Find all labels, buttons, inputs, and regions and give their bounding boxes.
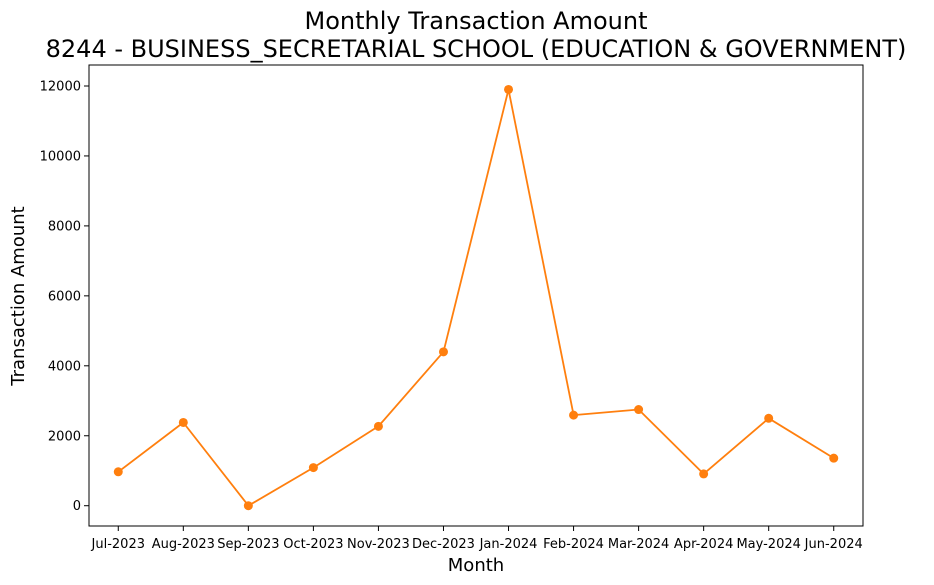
x-tick-label: Sep-2023 [217,537,279,552]
x-tick-label: Jul-2023 [91,537,145,552]
x-tick-label: Aug-2023 [152,537,215,552]
data-point [243,501,253,511]
data-point [764,413,774,423]
x-tick-label: May-2024 [736,537,800,552]
data-point [308,463,318,473]
y-tick-label: 6000 [48,289,81,304]
data-point [829,453,839,463]
data-point [569,410,579,420]
x-tick-label: Jun-2024 [804,537,863,552]
data-point [699,469,709,479]
data-point [438,347,448,357]
x-tick-label: Dec-2023 [412,537,475,552]
series-line [117,88,835,507]
y-axis-label: Transaction Amount [8,206,29,386]
y-tick-label: 4000 [48,359,81,374]
data-point [113,467,123,477]
y-tick-label: 8000 [48,219,81,234]
chart-title: Monthly Transaction Amount [305,7,648,35]
x-tick-label: Feb-2024 [543,537,604,552]
data-point [504,84,514,94]
plot-area: 0 2000 4000 6000 8000 10000 12000 Jul-2023 Aug-2… [40,64,864,552]
x-tick-label: Oct-2023 [283,537,343,552]
x-tick-label: Mar-2024 [608,537,669,552]
plot-frame [88,64,864,527]
data-point [373,421,383,431]
x-tick-label: Nov-2023 [347,537,410,552]
x-axis-label: Month [448,555,504,576]
y-tick-label: 0 [73,499,81,514]
chart-subtitle: 8244 - BUSINESS_SECRETARIAL SCHOOL (EDUC… [46,35,907,63]
x-tick-label: Apr-2024 [674,537,733,552]
x-tick-label: Jan-2024 [479,537,538,552]
data-point [178,417,188,427]
data-point [634,405,644,415]
y-tick-label: 12000 [40,79,81,94]
y-tick-label: 10000 [40,149,81,164]
y-tick-label: 2000 [48,429,81,444]
